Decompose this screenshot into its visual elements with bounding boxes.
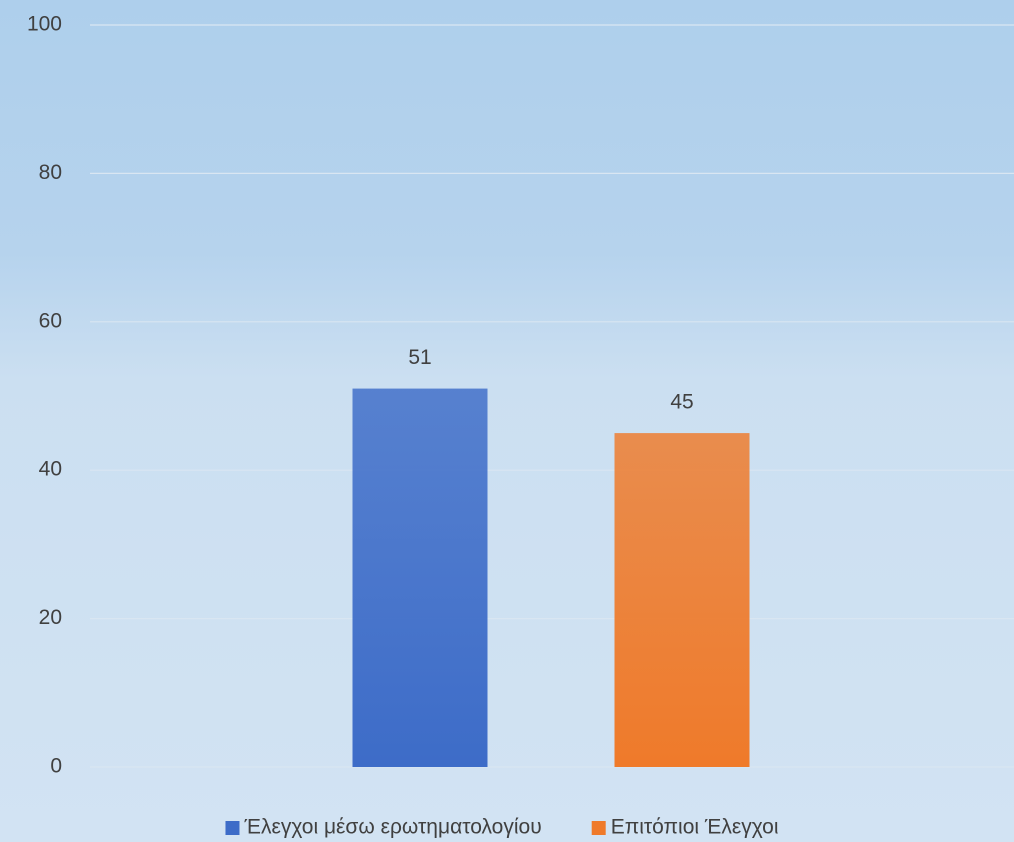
y-tick-label: 80 (39, 161, 62, 184)
bar (614, 433, 750, 767)
y-tick-label: 100 (27, 13, 62, 36)
y-tick-label: 0 (50, 755, 62, 778)
legend-swatch (591, 821, 606, 835)
legend-label: Έλεγχοι μέσω ερωτηματολογίου (243, 816, 541, 839)
y-tick-label: 60 (39, 309, 62, 332)
bar (352, 388, 488, 767)
legend-item: Έλεγχοι μέσω ερωτηματολογίου (225, 816, 542, 839)
legend-item: Επιτόπιοι Έλεγχοι (591, 816, 779, 839)
legend-label: Επιτόπιοι Έλεγχοι (611, 816, 779, 839)
y-tick-label: 40 (39, 458, 62, 481)
data-label: 45 (670, 391, 693, 414)
legend-swatch (225, 821, 240, 835)
y-tick-label: 20 (39, 606, 62, 629)
data-label: 51 (408, 346, 431, 369)
